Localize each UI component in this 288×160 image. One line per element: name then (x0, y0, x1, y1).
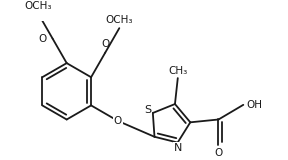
Text: O: O (101, 39, 109, 49)
Text: O: O (214, 148, 223, 158)
Text: O: O (38, 34, 46, 44)
Text: O: O (114, 116, 122, 126)
Text: CH₃: CH₃ (168, 66, 187, 76)
Text: OCH₃: OCH₃ (105, 15, 133, 25)
Text: N: N (173, 143, 182, 153)
Text: OH: OH (247, 100, 263, 110)
Text: S: S (144, 105, 151, 115)
Text: OCH₃: OCH₃ (25, 1, 52, 11)
